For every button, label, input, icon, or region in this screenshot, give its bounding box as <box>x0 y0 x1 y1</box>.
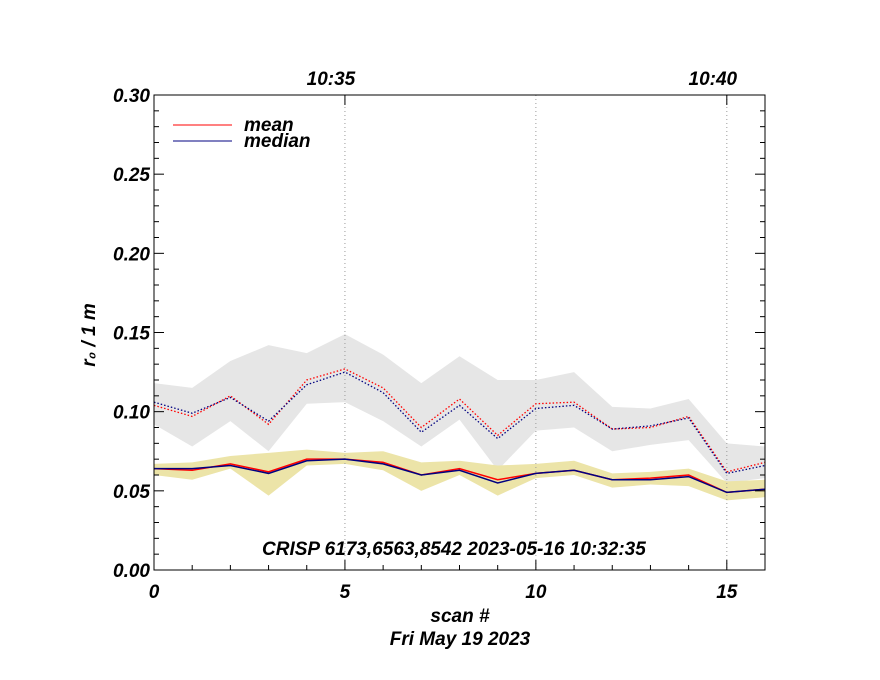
x-tick-label: 15 <box>716 582 738 603</box>
y-tick-label: 0.30 <box>113 86 150 107</box>
x-tick-label: 5 <box>340 582 351 603</box>
series-line-2 <box>153 458 766 494</box>
top-tick-label: 10:40 <box>689 69 738 90</box>
data-series <box>153 368 766 494</box>
axis-ticks <box>153 94 766 571</box>
legend-label-median: median <box>244 131 311 152</box>
y-tick-label: 0.25 <box>113 165 150 186</box>
top-tick-label: 10:35 <box>307 69 356 90</box>
series-line-1 <box>153 371 766 475</box>
range-bands <box>154 334 765 501</box>
y-tick-label: 0.15 <box>113 324 150 345</box>
y-axis-label: r₀ / 1 m <box>79 303 100 367</box>
y-tick-label: 0.20 <box>113 244 150 265</box>
band-1 <box>154 449 765 501</box>
x-tick-label: 10 <box>525 582 547 603</box>
date-label: Fri May 19 2023 <box>390 629 531 650</box>
series-line-3 <box>154 458 766 494</box>
y-tick-label: 0.00 <box>113 561 150 582</box>
x-tick-label: 0 <box>149 582 160 603</box>
x-axis-label: scan # <box>430 606 490 627</box>
tick-labels: 0.00 0.05 0.10 0.15 0.20 0.25 0.30 0 5 10 15 10:35 1… <box>113 69 738 603</box>
legend: mean median <box>173 115 311 152</box>
series-line-0 <box>153 368 766 473</box>
annotation-text: CRISP 6173,6563,8542 2023-05-16 10:32:35 <box>262 539 646 560</box>
legend-label-mean: mean <box>244 115 294 136</box>
y-tick-label: 0.10 <box>113 403 150 424</box>
band-0 <box>154 334 765 483</box>
y-tick-label: 0.05 <box>113 482 150 503</box>
